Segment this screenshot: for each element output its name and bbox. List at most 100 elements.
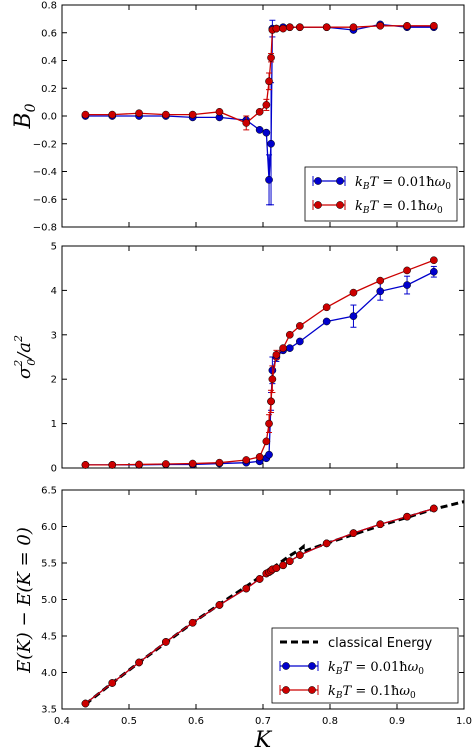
- data-point: [262, 437, 271, 446]
- data-point: [322, 23, 331, 32]
- y-tick-label: 5: [51, 242, 57, 253]
- data-point: [162, 638, 170, 646]
- y-tick-label: 0: [51, 464, 57, 475]
- data-point: [108, 679, 117, 687]
- data-point: [267, 53, 275, 62]
- data-point: [242, 119, 251, 127]
- legend-marker-red: [336, 201, 344, 209]
- data-point: [279, 24, 287, 33]
- legend-marker-blue: [282, 662, 290, 670]
- data-point: [135, 658, 143, 667]
- y-tick-label: −0.2: [33, 139, 57, 150]
- data-point: [322, 317, 331, 326]
- y-tick-label: −0.8: [33, 223, 57, 234]
- data-point: [376, 276, 385, 285]
- data-point: [162, 110, 170, 119]
- data-point: [215, 601, 224, 609]
- data-point: [188, 110, 197, 119]
- data-point: [255, 107, 264, 116]
- data-point: [430, 267, 438, 276]
- data-point: [285, 330, 294, 339]
- x-tick-label: 0.8: [322, 716, 338, 727]
- y-tick-label: 0.4: [41, 56, 57, 67]
- plot-frame: [61, 245, 465, 469]
- y-tick-label: 6.5: [41, 486, 57, 497]
- data-point: [262, 101, 271, 109]
- data-point: [403, 21, 411, 30]
- data-point: [272, 350, 281, 359]
- y-tick-label: 0.8: [41, 1, 57, 12]
- legend-label-0.1: kBT = 0.1ħω0: [328, 684, 416, 701]
- data-point: [242, 456, 251, 464]
- y-tick-label: 4.0: [41, 668, 57, 679]
- data-point: [267, 139, 275, 148]
- y-axis-label: E(K) − E(K = 0): [14, 527, 35, 674]
- data-point: [81, 699, 90, 708]
- legend-entry-0.01: kBT = 0.01ħω0: [279, 660, 424, 677]
- legend-label-0.01: kBT = 0.01ħω0: [328, 660, 424, 677]
- data-point: [215, 107, 224, 116]
- data-point: [430, 504, 438, 513]
- x-axis-label: K: [254, 728, 273, 751]
- data-point: [255, 575, 264, 583]
- data-point: [376, 287, 385, 296]
- panel-b0: −0.8 −0.6 −0.4 −0.2 0.0 0.2 0.4 0.6 0.8 B0 kBT =…: [11, 1, 465, 234]
- data-point: [215, 458, 224, 467]
- y-ticks: 3.5 4.0 4.5 5.0 5.5 6.0 6.5: [41, 486, 464, 716]
- data-point: [349, 312, 358, 321]
- data-point: [162, 460, 170, 468]
- panel-energy: 3.5 4.0 4.5 5.0 5.5 6.0 6.5 0.4 0.5 0.6 0.7 0.8 0.9…: [14, 486, 472, 751]
- data-point: [268, 375, 277, 384]
- legend-marker-blue: [336, 177, 344, 185]
- legend-entry-0.01: kBT = 0.01ħω0: [312, 175, 451, 192]
- data-point: [285, 23, 294, 32]
- y-tick-label: 3: [51, 330, 57, 341]
- data-point: [349, 288, 358, 297]
- data-point: [296, 322, 304, 330]
- y-axis-label-sub: 0: [23, 103, 39, 112]
- y-tick-label: 5.0: [41, 595, 57, 606]
- y-tick-label: −0.6: [33, 195, 57, 206]
- y-tick-label: 4: [51, 286, 57, 297]
- y-tick-label: 6.0: [41, 522, 57, 533]
- legend-entry-classical: classical Energy: [280, 636, 433, 651]
- x-tick-label: 0.6: [188, 716, 204, 727]
- x-tick-label: 1.0: [456, 716, 472, 727]
- data-layer: [81, 19, 438, 206]
- data-point: [322, 303, 331, 312]
- legend-entry-0.1: kBT = 0.1ħω0: [312, 199, 443, 216]
- data-point: [262, 128, 271, 137]
- data-point: [265, 450, 273, 459]
- y-axis-label: B0: [11, 103, 39, 129]
- data-layer: [81, 500, 465, 708]
- y-axis-label-main: B: [11, 112, 36, 129]
- data-point: [296, 23, 304, 32]
- data-point: [403, 266, 411, 275]
- x-tick-label: 0.5: [121, 716, 137, 727]
- data-point: [267, 397, 275, 406]
- data-point: [188, 618, 197, 627]
- x-ticks: 0.4 0.5 0.6 0.7 0.8 0.9 1.0: [54, 490, 472, 727]
- data-point: [135, 460, 143, 469]
- series-line-0: [85, 271, 435, 466]
- data-point: [296, 337, 304, 346]
- legend-label-classical: classical Energy: [328, 636, 433, 651]
- data-layer: [81, 256, 438, 469]
- y-tick-label: 1: [51, 419, 57, 430]
- data-point: [430, 256, 438, 265]
- data-point: [376, 520, 385, 529]
- legend-marker-blue: [308, 662, 316, 670]
- data-point: [349, 23, 358, 32]
- data-point: [272, 24, 281, 33]
- data-point: [81, 461, 90, 469]
- legend: classical Energy kBT = 0.01ħω0 kBT = 0.1…: [271, 627, 459, 704]
- y-tick-label: 3.5: [41, 705, 57, 716]
- data-point: [265, 419, 273, 428]
- data-point: [403, 512, 411, 521]
- y-ticks: 0 1 2 3 4 5: [51, 242, 465, 475]
- legend-label-0.1: kBT = 0.1ħω0: [355, 199, 443, 216]
- y-tick-label: 4.5: [41, 632, 57, 643]
- data-point: [272, 564, 281, 572]
- y-tick-label: 0.6: [41, 28, 57, 39]
